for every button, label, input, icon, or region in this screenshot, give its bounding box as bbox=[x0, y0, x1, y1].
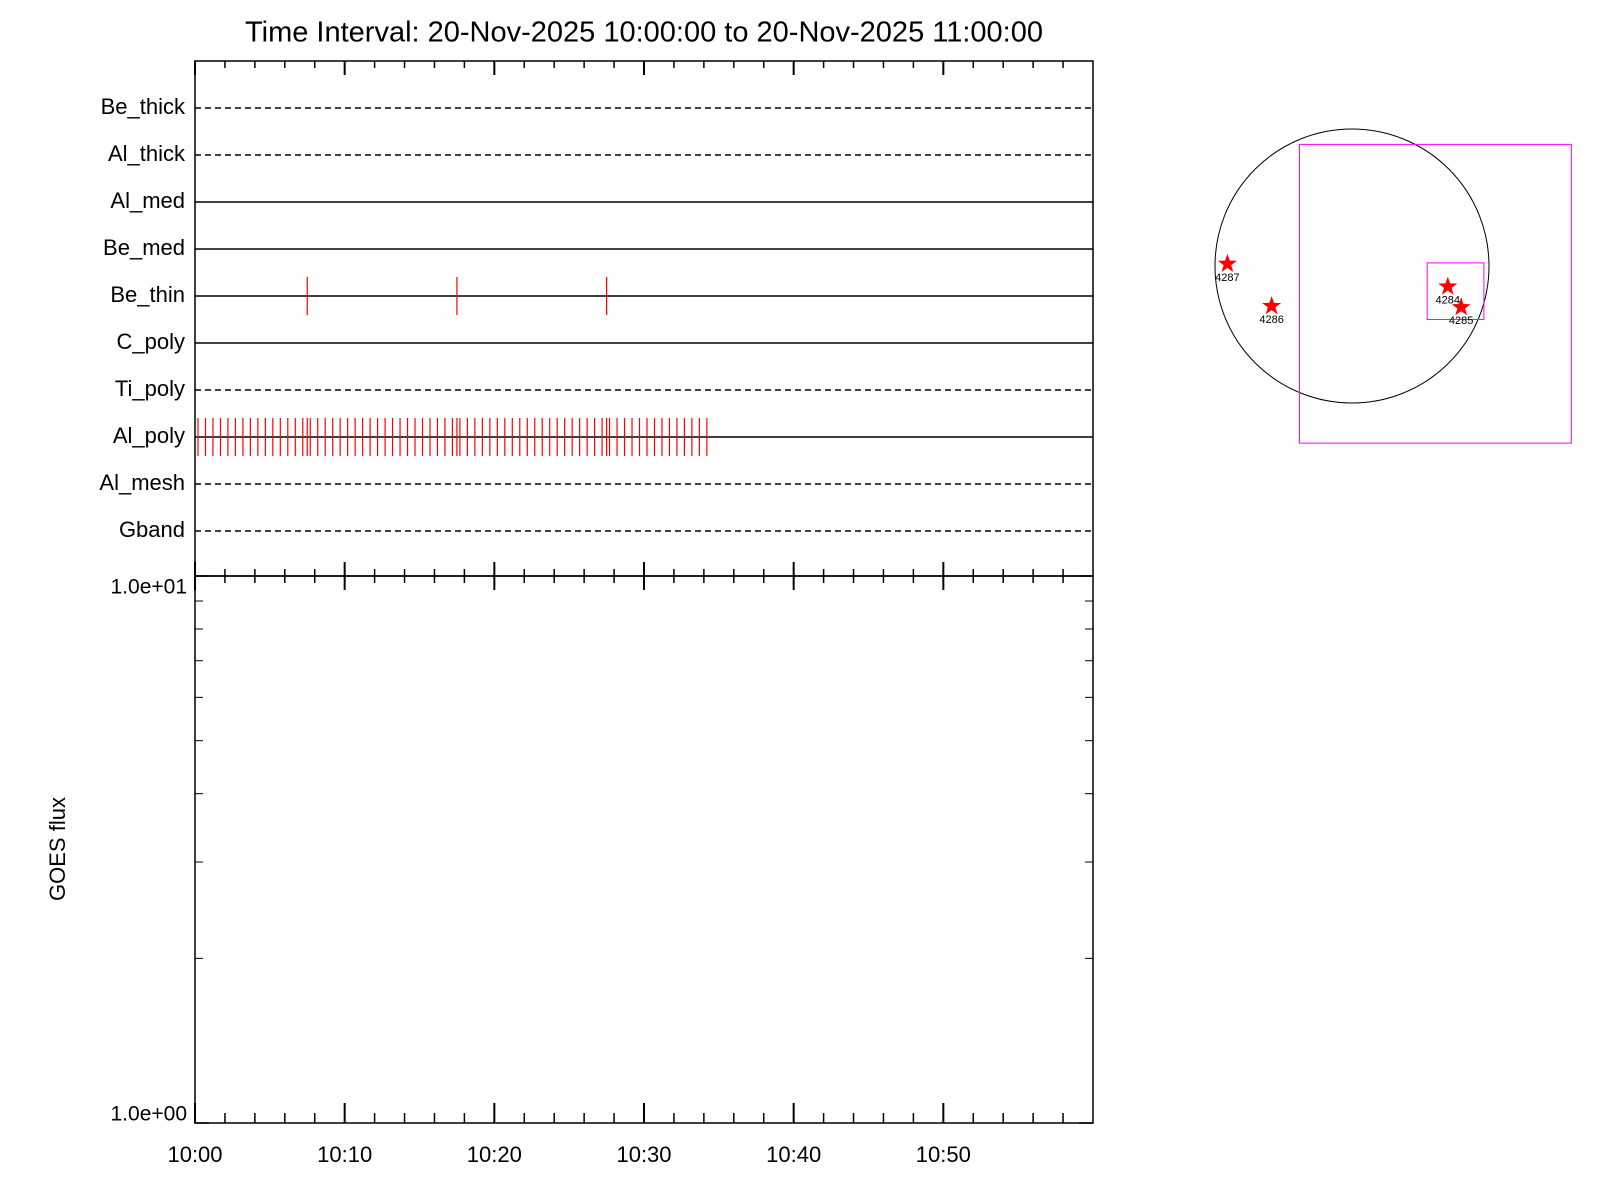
region-label: 4286 bbox=[1259, 314, 1283, 326]
panel-frame bbox=[194, 60, 1094, 577]
chart-title: Time Interval: 20-Nov-2025 10:00:00 to 2… bbox=[245, 17, 1043, 49]
filter-label: Be_thin bbox=[110, 282, 185, 307]
x-tick-label: 10:10 bbox=[317, 1142, 372, 1167]
filter-label: Al_poly bbox=[113, 423, 185, 448]
y-tick-label: 1.0e+01 bbox=[111, 576, 188, 599]
zoom-box bbox=[1426, 262, 1485, 321]
solar-disk bbox=[1214, 128, 1490, 404]
filter-label: Gband bbox=[119, 517, 185, 542]
region-label: 4284 bbox=[1436, 295, 1460, 307]
y-tick-label: 1.0e+00 bbox=[111, 1103, 188, 1126]
region-marker bbox=[1438, 276, 1458, 295]
x-tick-label: 10:00 bbox=[167, 1142, 222, 1167]
filter-label: Be_thick bbox=[101, 94, 186, 119]
region-marker bbox=[1451, 297, 1471, 316]
filter-label: Al_med bbox=[110, 188, 185, 213]
field-of-view bbox=[1298, 143, 1572, 444]
x-tick-label: 10:20 bbox=[467, 1142, 522, 1167]
y-axis-title: GOES flux bbox=[45, 797, 70, 901]
x-tick-label: 10:30 bbox=[616, 1142, 671, 1167]
sun-map: 4287 4286 4284 4285 bbox=[1214, 128, 1572, 444]
region-marker bbox=[1262, 296, 1282, 315]
x-tick-label: 10:50 bbox=[916, 1142, 971, 1167]
filter-label: Be_med bbox=[103, 235, 185, 260]
region-label: 4287 bbox=[1215, 272, 1239, 284]
region-label: 4285 bbox=[1449, 315, 1473, 327]
region-marker bbox=[1217, 253, 1237, 272]
filter-label: Ti_poly bbox=[115, 376, 185, 401]
filter-label: Al_thick bbox=[108, 141, 186, 166]
panel-frame bbox=[194, 575, 1094, 1124]
filter-label: C_poly bbox=[117, 329, 185, 354]
x-tick-label: 10:40 bbox=[766, 1142, 821, 1167]
filter-label: Al_mesh bbox=[99, 470, 185, 495]
